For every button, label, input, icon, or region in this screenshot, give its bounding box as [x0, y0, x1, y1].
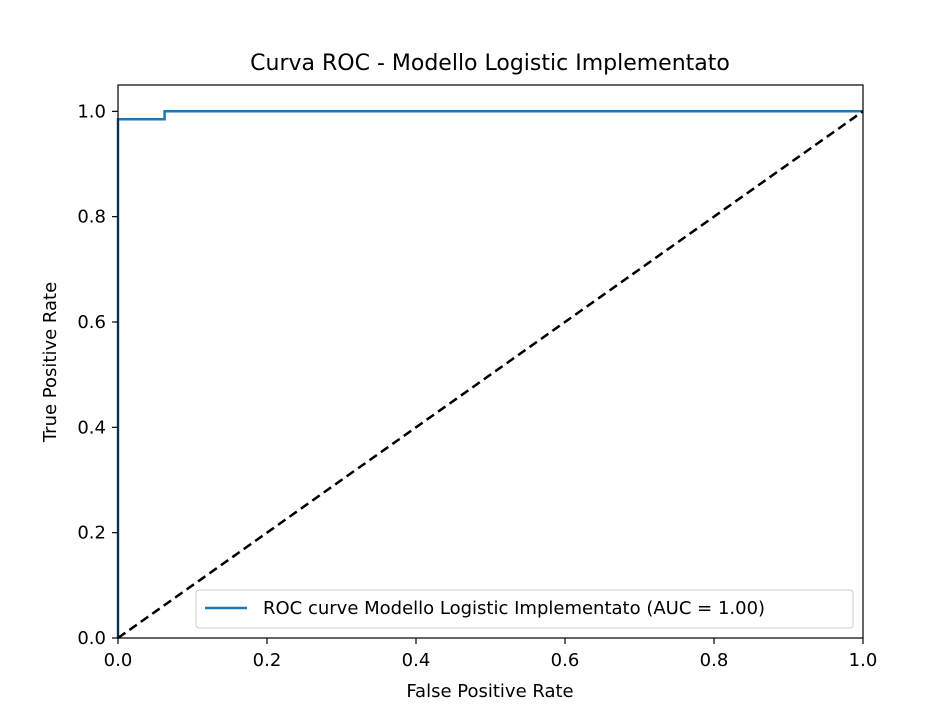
y-axis-ticks: 0.0 0.2 0.4 0.6 0.8 1.0	[77, 101, 118, 649]
x-axis-ticks: 0.0 0.2 0.4 0.6 0.8 1.0	[104, 638, 878, 671]
y-tick-label: 1.0	[77, 101, 106, 122]
x-tick-label: 0.4	[402, 650, 431, 671]
y-axis-label: True Positive Rate	[40, 282, 61, 443]
legend: ROC curve Modello Logistic Implementato …	[195, 589, 854, 629]
legend-box	[195, 589, 854, 629]
y-tick-label: 0.0	[77, 628, 106, 649]
x-axis-label: False Positive Rate	[406, 681, 573, 702]
legend-label: ROC curve Modello Logistic Implementato …	[263, 598, 765, 619]
x-tick-label: 0.0	[104, 650, 133, 671]
x-tick-label: 0.8	[700, 650, 729, 671]
x-tick-label: 1.0	[849, 650, 878, 671]
y-tick-label: 0.6	[77, 312, 106, 333]
x-tick-label: 0.6	[551, 650, 580, 671]
plot-area	[116, 110, 864, 640]
y-tick-label: 0.4	[77, 417, 106, 438]
y-tick-label: 0.2	[77, 523, 106, 544]
axes-frame	[117, 84, 864, 639]
diagonal-reference-line	[117, 110, 864, 640]
y-tick-label: 0.8	[77, 207, 106, 228]
chart-title: Curva ROC - Modello Logistic Implementat…	[250, 51, 730, 76]
x-tick-label: 0.2	[253, 650, 282, 671]
